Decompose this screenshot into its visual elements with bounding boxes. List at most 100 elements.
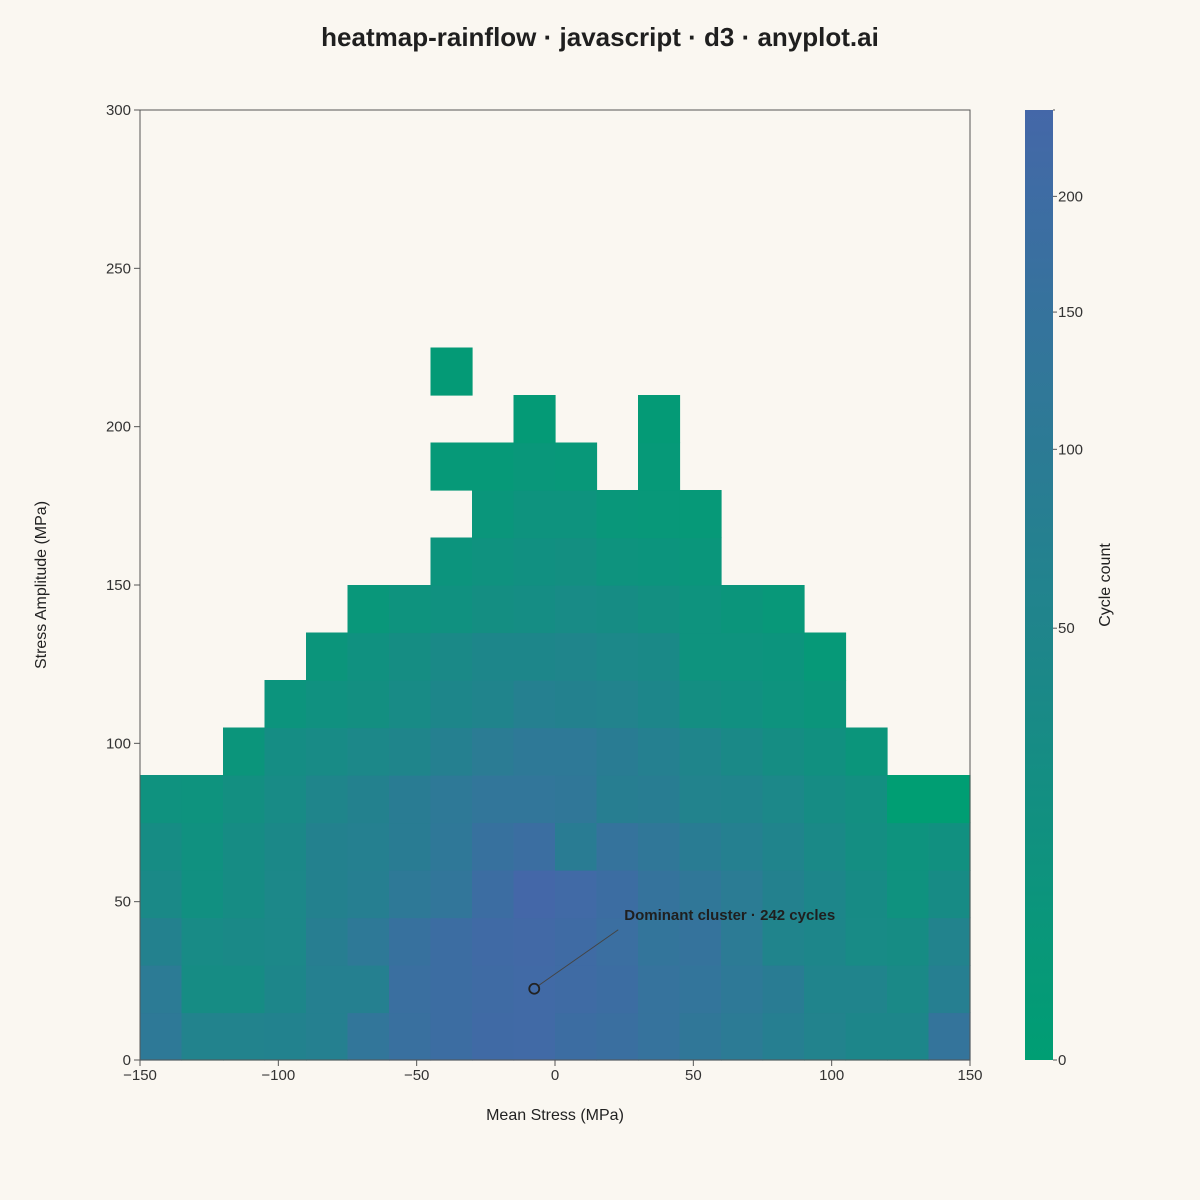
heatmap-cell <box>513 870 556 919</box>
heatmap-cell <box>430 442 473 491</box>
heatmap-cell <box>472 727 515 776</box>
heatmap-cell <box>347 822 390 871</box>
heatmap-cell <box>264 775 307 824</box>
heatmap-cell <box>679 822 722 871</box>
heatmap-cell <box>679 1012 722 1061</box>
heatmap-cell <box>223 870 266 919</box>
heatmap-cell <box>679 537 722 586</box>
heatmap-cell <box>721 727 764 776</box>
annotation-text: Dominant cluster · 242 cycles <box>624 907 835 924</box>
heatmap-cell <box>762 775 805 824</box>
heatmap-cell <box>140 917 183 966</box>
heatmap-cell <box>264 822 307 871</box>
colorbar-tick-label: 200 <box>1058 188 1083 205</box>
heatmap-cell <box>389 680 432 729</box>
heatmap-cell <box>555 727 598 776</box>
heatmap-cell <box>845 965 888 1014</box>
heatmap-cell <box>596 680 639 729</box>
heatmap-cell <box>264 965 307 1014</box>
heatmap-cell <box>845 775 888 824</box>
colorbar-tick-label: 50 <box>1058 620 1075 637</box>
heatmap-cell <box>596 585 639 634</box>
heatmap-cell <box>347 727 390 776</box>
heatmap-cell <box>555 442 598 491</box>
heatmap-cell <box>181 1012 224 1061</box>
heatmap-cell <box>264 870 307 919</box>
heatmap-cell <box>638 1012 681 1061</box>
x-tick-label: −100 <box>261 1067 295 1084</box>
annotation: Dominant cluster · 242 cycles <box>528 907 835 995</box>
heatmap-cell <box>347 870 390 919</box>
heatmap-cell <box>140 870 183 919</box>
heatmap-cell <box>804 1012 847 1061</box>
heatmap-cell <box>306 632 349 681</box>
colorbar-axis: 0 50 100 150 200 <box>1053 109 1083 1069</box>
heatmap-cell <box>555 870 598 919</box>
heatmap-cell <box>513 585 556 634</box>
heatmap-cell <box>721 775 764 824</box>
heatmap-cell <box>513 632 556 681</box>
y-tick-label: 0 <box>123 1052 131 1069</box>
heatmap-cell <box>140 822 183 871</box>
heatmap-cell <box>430 965 473 1014</box>
heatmap-cell <box>679 585 722 634</box>
colorbar <box>1025 110 1053 1060</box>
heatmap-cell <box>638 632 681 681</box>
y-tick-label: 100 <box>106 735 131 752</box>
heatmap-cell <box>596 1012 639 1061</box>
heatmap-cell <box>721 917 764 966</box>
heatmap-cell <box>513 537 556 586</box>
heatmap-cell <box>555 632 598 681</box>
heatmap-cell <box>887 775 930 824</box>
heatmap-cell <box>389 1012 432 1061</box>
heatmap-cell <box>638 917 681 966</box>
heatmap-cell <box>928 775 971 824</box>
heatmap-cell <box>513 775 556 824</box>
heatmap-cell <box>762 727 805 776</box>
heatmap-cell <box>679 917 722 966</box>
heatmap-cell <box>140 1012 183 1061</box>
heatmap-cell <box>638 775 681 824</box>
heatmap-cell <box>762 965 805 1014</box>
heatmap-cell <box>223 917 266 966</box>
annotation-marker <box>528 982 541 995</box>
heatmap-cell <box>513 965 556 1014</box>
heatmap-cell <box>555 1012 598 1061</box>
heatmap-cell <box>472 1012 515 1061</box>
heatmap-cell <box>928 870 971 919</box>
heatmap-cell <box>389 775 432 824</box>
heatmap-cell <box>721 632 764 681</box>
heatmap-cell <box>306 917 349 966</box>
x-tick-label: 50 <box>685 1067 702 1084</box>
x-tick-label: −150 <box>123 1067 157 1084</box>
heatmap-cell <box>845 727 888 776</box>
heatmap-cell <box>638 965 681 1014</box>
heatmap-cell <box>430 585 473 634</box>
heatmap-cell <box>804 822 847 871</box>
heatmap-cell <box>306 727 349 776</box>
heatmap-cell <box>887 1012 930 1061</box>
heatmap-cell <box>347 680 390 729</box>
heatmap-cell <box>472 585 515 634</box>
y-axis: 0 50 100 150 200 250 300 <box>106 102 140 1069</box>
heatmap-cell <box>513 727 556 776</box>
x-tick-label: 100 <box>819 1067 844 1084</box>
heatmap-cell <box>721 965 764 1014</box>
heatmap-cell <box>887 917 930 966</box>
colorbar-tick-label: 150 <box>1058 304 1083 321</box>
heatmap-cell <box>596 490 639 539</box>
heatmap-cell <box>928 917 971 966</box>
heatmap-cell <box>264 917 307 966</box>
heatmap-cell <box>638 537 681 586</box>
heatmap-cell <box>389 727 432 776</box>
y-axis-label: Stress Amplitude (MPa) <box>33 501 50 669</box>
heatmap-cell <box>181 870 224 919</box>
heatmap-cell <box>513 1012 556 1061</box>
heatmap-cell <box>887 822 930 871</box>
heatmap-cell <box>762 917 805 966</box>
heatmap-cell <box>472 680 515 729</box>
heatmap-cell <box>513 442 556 491</box>
heatmap-cell <box>513 490 556 539</box>
heatmap-cell <box>928 1012 971 1061</box>
heatmap-cell <box>804 775 847 824</box>
